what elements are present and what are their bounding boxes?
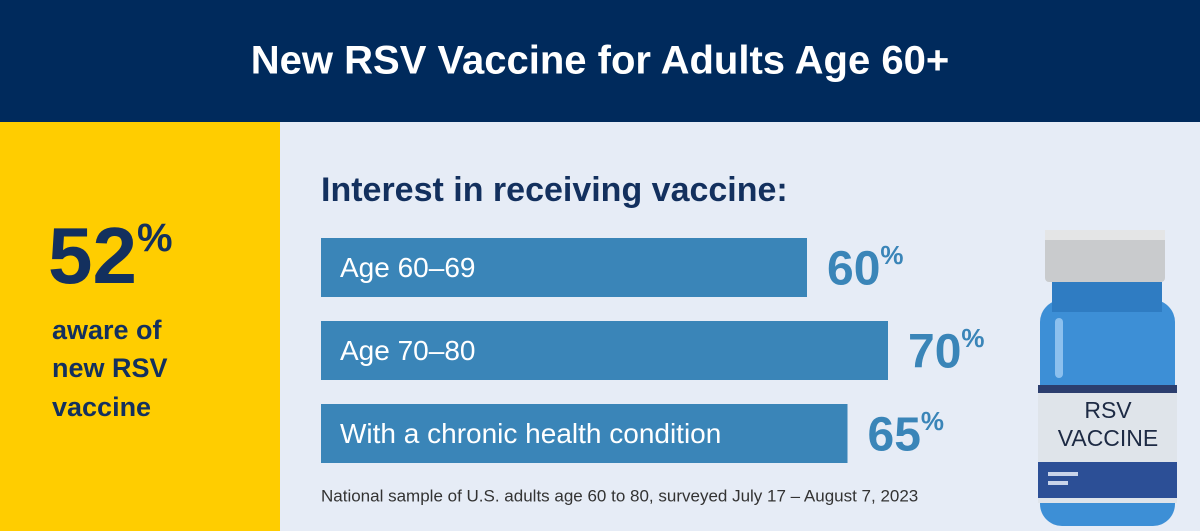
vial-label-band — [1038, 462, 1177, 498]
vial-illustration: RSV VACCINE — [1038, 230, 1177, 526]
vial-neck — [1052, 282, 1162, 312]
bar-label: Age 60–69 — [340, 252, 475, 283]
bar-label: With a chronic health condition — [340, 418, 721, 449]
vial-text: VACCINE — [1058, 425, 1159, 451]
stat-label: vaccine — [52, 392, 151, 422]
bar-label: Age 70–80 — [340, 335, 475, 366]
stat-panel — [0, 122, 280, 531]
vial-cap-top — [1045, 230, 1165, 240]
subtitle: Interest in receiving vaccine: — [321, 171, 788, 209]
footnote: National sample of U.S. adults age 60 to… — [321, 486, 918, 505]
vial-label-line — [1048, 481, 1068, 485]
bar — [321, 238, 807, 297]
stat-value: 52% — [48, 211, 173, 300]
bar — [321, 321, 888, 380]
vial-label-stripe — [1038, 385, 1177, 393]
vial-label-line — [1048, 472, 1078, 476]
stat-label: new RSV — [52, 353, 168, 383]
value-label: 60% — [827, 240, 904, 295]
bar — [321, 404, 848, 463]
header-band — [0, 0, 1200, 122]
stat-label: aware of — [52, 315, 163, 345]
chart-title: New RSV Vaccine for Adults Age 60+ — [251, 39, 949, 83]
vial-text: RSV — [1084, 397, 1132, 423]
value-label: 65% — [868, 406, 945, 461]
vial-highlight — [1055, 318, 1063, 378]
value-label: 70% — [908, 323, 985, 378]
vial-cap — [1045, 230, 1165, 282]
